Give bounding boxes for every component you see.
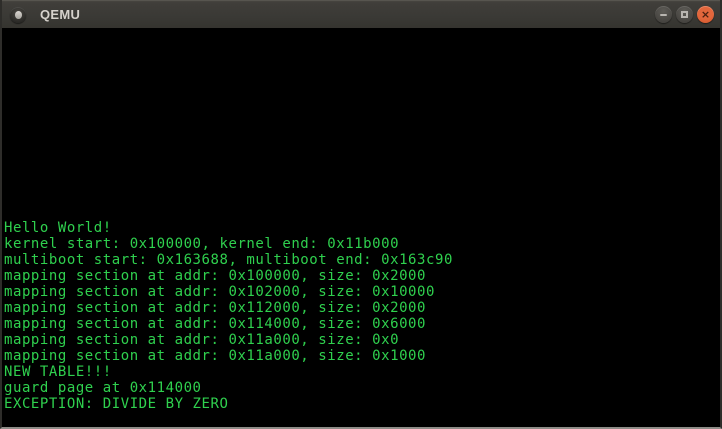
maximize-button[interactable] <box>676 6 693 23</box>
maximize-icon <box>681 11 688 18</box>
minimize-icon <box>660 13 667 16</box>
window-titlebar[interactable]: QEMU × <box>2 0 720 28</box>
terminal-line: Hello World! <box>4 220 112 236</box>
terminal-line: EXCEPTION: DIVIDE BY ZERO <box>4 396 229 412</box>
terminal-line: guard page at 0x114000 <box>4 380 202 396</box>
terminal-line: NEW TABLE!!! <box>4 364 112 380</box>
terminal-line: mapping section at addr: 0x112000, size:… <box>4 300 426 316</box>
terminal-line: mapping section at addr: 0x11a000, size:… <box>4 332 400 348</box>
terminal-line: mapping section at addr: 0x102000, size:… <box>4 284 435 300</box>
qemu-app-icon <box>10 6 26 23</box>
close-icon: × <box>700 7 711 21</box>
terminal-console: Hello World! kernel start: 0x100000, kern… <box>4 220 720 412</box>
minimize-button[interactable] <box>655 6 672 23</box>
window-controls: × <box>655 6 714 23</box>
terminal-line: mapping section at addr: 0x100000, size:… <box>4 268 426 284</box>
terminal-line: mapping section at addr: 0x114000, size:… <box>4 316 426 332</box>
terminal-line: multiboot start: 0x163688, multiboot end… <box>4 252 453 268</box>
terminal-line: kernel start: 0x100000, kernel end: 0x11… <box>4 236 400 252</box>
terminal-line: mapping section at addr: 0x11a000, size:… <box>4 348 426 364</box>
guest-display[interactable]: Hello World! kernel start: 0x100000, kern… <box>2 28 720 427</box>
window-title: QEMU <box>40 6 81 22</box>
close-button[interactable]: × <box>697 6 714 23</box>
